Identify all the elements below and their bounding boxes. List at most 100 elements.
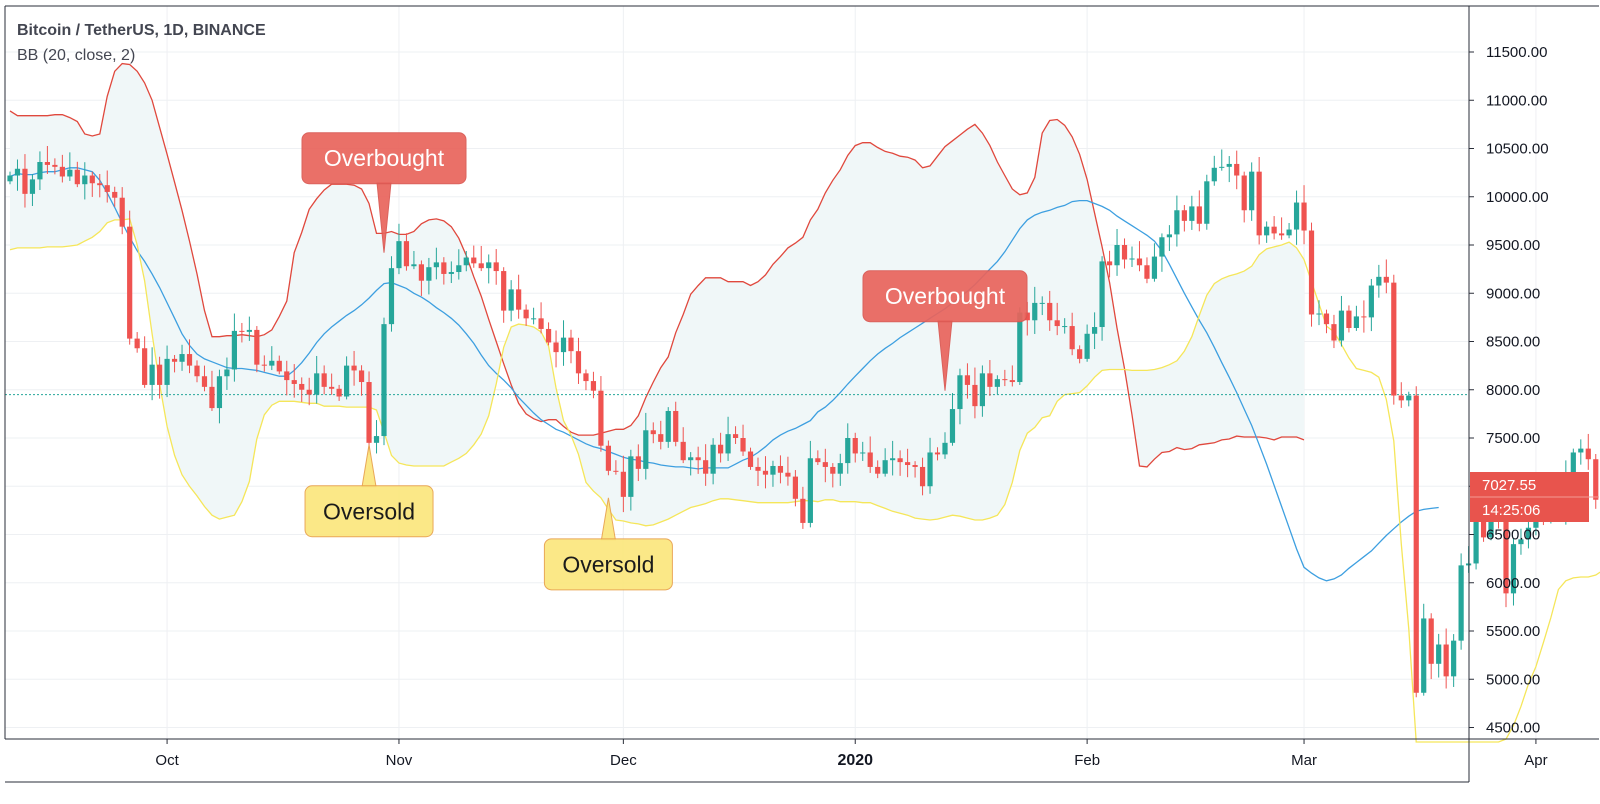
candle-body bbox=[486, 262, 492, 269]
candle-body bbox=[523, 309, 529, 319]
candle bbox=[1353, 305, 1359, 331]
candle bbox=[478, 245, 484, 272]
candle bbox=[785, 456, 791, 486]
indicator-legend: BB (20, close, 2) bbox=[17, 47, 135, 64]
candle bbox=[231, 313, 237, 382]
candle-body bbox=[1368, 285, 1374, 318]
candle bbox=[112, 186, 118, 207]
candle-body bbox=[216, 376, 223, 409]
candle bbox=[433, 247, 439, 280]
oversold-annotation: Oversold bbox=[304, 444, 434, 538]
candle-body bbox=[14, 168, 21, 176]
candle-body bbox=[1047, 302, 1053, 321]
candle bbox=[1196, 190, 1202, 232]
candle bbox=[1338, 295, 1345, 347]
candle bbox=[1421, 603, 1427, 696]
candle bbox=[792, 470, 798, 507]
candle bbox=[284, 360, 290, 396]
candle-body bbox=[1271, 226, 1277, 234]
candle-body bbox=[860, 452, 866, 454]
candle bbox=[164, 345, 170, 398]
candle bbox=[426, 257, 432, 295]
candle bbox=[1436, 633, 1442, 678]
bb-lower-line bbox=[9, 218, 1600, 743]
candle bbox=[89, 171, 95, 197]
candle-body bbox=[658, 434, 664, 442]
candle-body bbox=[448, 272, 454, 274]
candle-body bbox=[1286, 229, 1292, 236]
candle bbox=[1323, 309, 1330, 334]
candle-body bbox=[1578, 448, 1584, 453]
candle-body bbox=[852, 438, 858, 454]
candle bbox=[643, 412, 649, 480]
candle bbox=[29, 174, 36, 207]
candle-body bbox=[1383, 276, 1389, 283]
x-tick-label: Dec bbox=[610, 752, 637, 769]
candle-body bbox=[890, 458, 896, 461]
candle bbox=[373, 420, 380, 454]
candle-body bbox=[949, 409, 956, 443]
candle-body bbox=[777, 465, 784, 473]
candle bbox=[37, 151, 43, 190]
candle-body bbox=[605, 445, 611, 471]
candle bbox=[830, 463, 836, 488]
candle bbox=[1204, 174, 1210, 230]
candle-body bbox=[1353, 316, 1359, 328]
candle bbox=[1510, 538, 1517, 606]
candle bbox=[732, 426, 739, 444]
x-tick-label: 2020 bbox=[837, 752, 873, 769]
y-tick-label: 8500.00 bbox=[1486, 334, 1540, 351]
candle-body bbox=[201, 376, 208, 387]
candle bbox=[171, 355, 178, 373]
candle-body bbox=[1346, 310, 1352, 328]
candle bbox=[815, 450, 821, 466]
candle bbox=[837, 453, 843, 486]
candle-body bbox=[815, 458, 821, 463]
candle bbox=[269, 346, 275, 371]
candle-body bbox=[336, 388, 342, 397]
candle bbox=[493, 249, 499, 285]
y-tick-label: 6000.00 bbox=[1486, 575, 1540, 592]
candle bbox=[927, 437, 933, 494]
candle bbox=[157, 356, 163, 399]
candle bbox=[306, 377, 312, 406]
candle bbox=[972, 367, 978, 419]
candle bbox=[905, 448, 911, 478]
candle bbox=[1585, 433, 1591, 470]
candle bbox=[987, 360, 993, 396]
candle bbox=[134, 332, 140, 353]
candle bbox=[531, 307, 537, 325]
candle-body bbox=[97, 183, 103, 186]
y-tick-label: 9500.00 bbox=[1486, 237, 1540, 254]
y-tick-label: 7500.00 bbox=[1486, 430, 1540, 447]
candle bbox=[568, 329, 574, 364]
candle-body bbox=[1204, 181, 1210, 224]
candle bbox=[1428, 613, 1434, 680]
candle bbox=[1271, 216, 1277, 240]
candle-body bbox=[321, 373, 327, 387]
y-tick-label: 5500.00 bbox=[1486, 623, 1540, 640]
band-fill-area bbox=[10, 63, 1304, 526]
candle bbox=[725, 416, 731, 461]
candle bbox=[575, 337, 582, 384]
candle-body bbox=[142, 348, 148, 385]
candle-body bbox=[1398, 395, 1404, 401]
overbought-annotation: Overbought bbox=[862, 270, 1028, 391]
candle bbox=[1069, 312, 1075, 356]
candle-body bbox=[37, 162, 43, 180]
candle-body bbox=[388, 268, 395, 325]
candle-body bbox=[867, 452, 873, 467]
candle bbox=[336, 384, 342, 401]
candle bbox=[97, 173, 103, 198]
candle-body bbox=[59, 166, 65, 177]
candle bbox=[411, 250, 417, 270]
chart-title: Bitcoin / TetherUS, 1D, BINANCE bbox=[17, 22, 266, 39]
candle-body bbox=[284, 371, 290, 381]
candle bbox=[777, 455, 784, 484]
candle bbox=[949, 393, 956, 446]
candle-body bbox=[919, 466, 926, 487]
annotation-label: Overbought bbox=[324, 145, 445, 171]
candle-body bbox=[994, 379, 1000, 387]
candle-body bbox=[979, 373, 985, 407]
candle-body bbox=[358, 370, 365, 383]
